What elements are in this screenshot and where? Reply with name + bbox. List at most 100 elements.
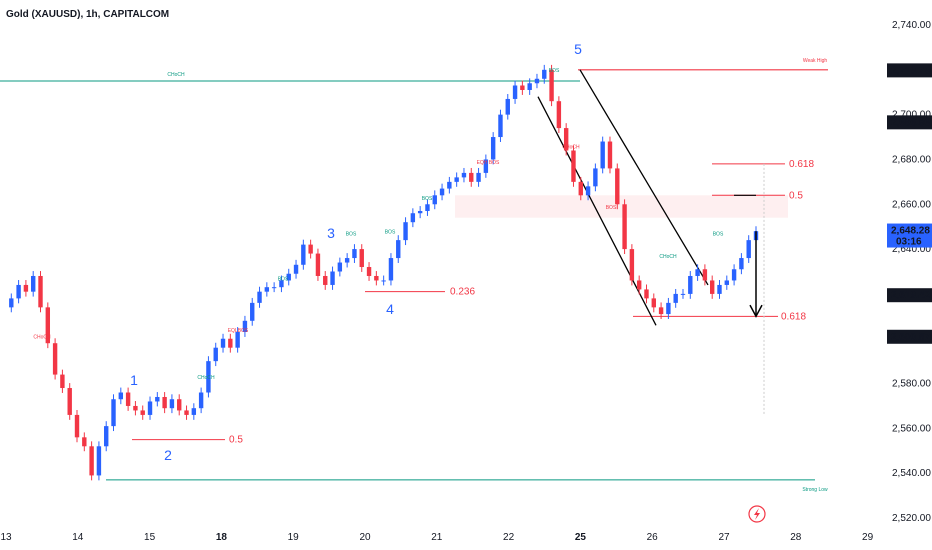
price-badge-bg [887,288,932,303]
price-badge-bg [887,115,932,130]
candle-body [746,240,751,259]
candle-body [490,137,496,160]
chart-title: Gold (XAUUSD), 1h, CAPITALCOM [6,9,169,20]
supply-zone [455,195,788,218]
bos-label: BOS [606,205,617,211]
candle-body [220,338,226,348]
candle-body [60,374,65,389]
candle-body [352,249,357,259]
candle-body [717,284,722,294]
candle-body [709,280,715,294]
candle-body [731,269,737,281]
candle-body [483,159,489,173]
price-tick: 2,660.00 [892,199,931,210]
candle-body [162,396,167,409]
price-tick: 2,520.00 [892,513,931,524]
candle-body [359,249,364,268]
candle-body [155,396,160,402]
price-badge-value: 2,648.28 [891,226,930,237]
time-tick: 28 [790,532,802,543]
candle-body [651,298,656,308]
time-tick: 19 [288,532,300,543]
candle-body [461,172,467,178]
candle-body [396,240,401,259]
projection-arrow-head [749,304,763,318]
candle-body [337,262,343,272]
candle-body [31,275,36,292]
candle-body [323,275,328,285]
candle-body [111,399,116,427]
price-badge-bg [887,223,932,248]
candles [9,64,759,481]
candle-body [520,85,525,90]
wave-1-label: 1 [130,372,138,388]
candle-body [549,69,554,102]
candle-body [636,280,642,290]
wave-4-label: 4 [386,301,394,317]
candle-body [403,222,408,241]
candle-body [571,150,576,182]
candle-body [330,271,335,285]
candle-body [593,168,598,187]
strong-low-label: Strong Low [802,487,828,493]
candle-body [147,401,153,415]
candle-body [177,399,182,411]
candle-body [250,302,255,321]
candle-body [578,181,583,196]
candle-body [235,332,240,348]
flash-icon[interactable] [748,505,766,523]
candle-body [271,287,277,289]
candle-body [666,302,671,315]
price-tick: 2,560.00 [892,423,931,434]
candle-body [542,69,547,79]
candle-body [658,307,664,315]
candle-body [104,426,109,447]
price-tick: 2,680.00 [892,154,931,165]
candle-body [454,177,459,182]
candle-body [688,275,693,294]
fib-05-top-label: 0.5 [789,190,803,201]
time-axis[interactable]: 13 14 15 18 19 20 21 22 25 26 27 28 29 [0,532,873,543]
time-tick: 15 [144,532,156,543]
candle-body [527,83,532,90]
candle-body [9,298,14,308]
candle-body [673,293,678,303]
wave-2-label: 2 [164,447,172,463]
candle-body [388,258,394,281]
candle-body [315,253,321,276]
choch-label: CHoCH [197,375,215,381]
price-axis[interactable]: 2,740.002,720.002,700.002,680.002,660.00… [887,20,932,524]
candle-body [600,141,605,169]
fib-0236-label: 0.236 [450,287,475,298]
price-badge-value: 2,619.42 [891,290,930,301]
price-tick: 2,580.00 [892,379,931,390]
time-tick: 27 [718,532,730,543]
price-tick: 2,640.00 [892,244,931,255]
candle-body [16,284,21,299]
candle-body [469,172,474,182]
candle-body [724,280,729,285]
eql-bos-label: EQLBOS [228,328,249,334]
descending-channel [537,69,709,326]
eqh-bos-label: EQH BOS [477,160,500,166]
price-tick: 2,540.00 [892,468,931,479]
time-tick: 13 [0,532,12,543]
price-badge: 2,719.75 [887,63,932,78]
candle-body [607,141,613,169]
price-badge-value: 2,696.56 [891,117,930,128]
candle-body [563,128,569,151]
candle-body [133,405,138,411]
time-tick: 14 [72,532,84,543]
candle-body [23,284,29,292]
candle-body [622,204,627,250]
price-badge-value: 2,600.87 [891,332,930,343]
candle-body [344,258,350,263]
fib-05-low-label: 0.5 [229,435,243,446]
candle-body [198,392,204,409]
candle-body [556,101,562,129]
candle-body [498,114,503,138]
candle-body [366,267,372,276]
candle-body [67,388,72,415]
price-tick: 2,700.00 [892,110,931,121]
price-badge-value: 2,719.75 [891,65,930,76]
